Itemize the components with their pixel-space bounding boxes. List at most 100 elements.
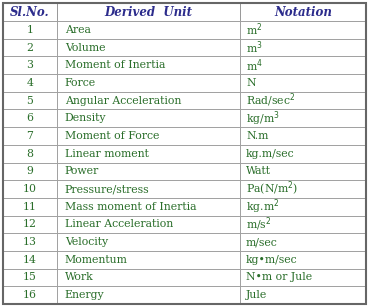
Text: N•m or Jule: N•m or Jule [246,273,312,282]
Text: Notation: Notation [274,6,332,18]
Text: 7: 7 [27,131,33,141]
Bar [57,74,240,92]
Text: 2: 2 [26,43,33,52]
Text: 15: 15 [23,273,37,282]
Bar [240,56,366,74]
Bar [3,3,57,21]
Bar [57,145,240,162]
Text: 5: 5 [27,95,33,106]
Text: Moment of Inertia: Moment of Inertia [65,60,165,70]
Bar [3,109,57,127]
Bar [240,216,366,233]
Text: 10: 10 [23,184,37,194]
Text: 11: 11 [23,202,37,212]
Text: 1: 1 [26,25,33,35]
Text: Volume: Volume [65,43,105,52]
Bar [57,286,240,304]
Text: Work: Work [65,273,93,282]
Bar [3,233,57,251]
Bar [3,74,57,92]
Bar [57,233,240,251]
Bar [3,180,57,198]
Bar [57,216,240,233]
Bar [57,162,240,180]
Bar [240,180,366,198]
Text: Force: Force [65,78,96,88]
Bar [240,127,366,145]
Text: Linear Acceleration: Linear Acceleration [65,220,173,229]
Text: Power: Power [65,166,99,176]
Text: kg.m/sec: kg.m/sec [246,149,295,159]
Bar [3,286,57,304]
Text: 6: 6 [26,113,33,123]
Bar [57,21,240,39]
Text: m$^2$: m$^2$ [246,21,262,38]
Bar [3,92,57,109]
Text: 12: 12 [23,220,37,229]
Bar [240,21,366,39]
Bar [57,180,240,198]
Text: Area: Area [65,25,91,35]
Text: 3: 3 [26,60,33,70]
Bar [240,3,366,21]
Bar [57,92,240,109]
Text: Pa(N/m$^2$): Pa(N/m$^2$) [246,180,298,198]
Bar [57,198,240,216]
Text: Energy: Energy [65,290,104,300]
Text: m$^4$: m$^4$ [246,57,263,73]
Text: Jule: Jule [246,290,267,300]
Bar [3,39,57,56]
Text: 9: 9 [27,166,33,176]
Text: kg.m$^2$: kg.m$^2$ [246,197,279,216]
Bar [57,269,240,286]
Text: Mass moment of Inertia: Mass moment of Inertia [65,202,196,212]
Bar [240,145,366,162]
Bar [240,92,366,109]
Bar [57,39,240,56]
Bar [3,269,57,286]
Bar [240,286,366,304]
Text: m$^3$: m$^3$ [246,39,263,56]
Bar [57,3,240,21]
Bar [240,269,366,286]
Bar [3,127,57,145]
Bar [3,56,57,74]
Bar [3,21,57,39]
Bar [3,145,57,162]
Text: Linear moment: Linear moment [65,149,149,159]
Bar [240,233,366,251]
Bar [3,251,57,269]
Text: 16: 16 [23,290,37,300]
Text: N.m: N.m [246,131,268,141]
Text: 4: 4 [27,78,33,88]
Text: 14: 14 [23,255,37,265]
Text: Watt: Watt [246,166,271,176]
Text: Rad/sec$^2$: Rad/sec$^2$ [246,92,296,109]
Text: Derived  Unit: Derived Unit [104,6,192,18]
Text: Pressure/stress: Pressure/stress [65,184,149,194]
Bar [3,216,57,233]
Bar [57,251,240,269]
Bar [57,127,240,145]
Text: m/s$^2$: m/s$^2$ [246,216,272,233]
Bar [240,251,366,269]
Text: Sl.No.: Sl.No. [10,6,50,18]
Bar [240,109,366,127]
Text: kg/m$^3$: kg/m$^3$ [246,109,280,128]
Text: Moment of Force: Moment of Force [65,131,159,141]
Bar [3,162,57,180]
Text: kg•m/sec: kg•m/sec [246,255,298,265]
Text: m/sec: m/sec [246,237,278,247]
Bar [57,109,240,127]
Text: 8: 8 [26,149,33,159]
Bar [240,39,366,56]
Text: Momentum: Momentum [65,255,128,265]
Bar [240,162,366,180]
Text: 13: 13 [23,237,37,247]
Bar [57,56,240,74]
Bar [240,74,366,92]
Text: Angular Acceleration: Angular Acceleration [65,95,181,106]
Bar [3,198,57,216]
Bar [240,198,366,216]
Text: Velocity: Velocity [65,237,108,247]
